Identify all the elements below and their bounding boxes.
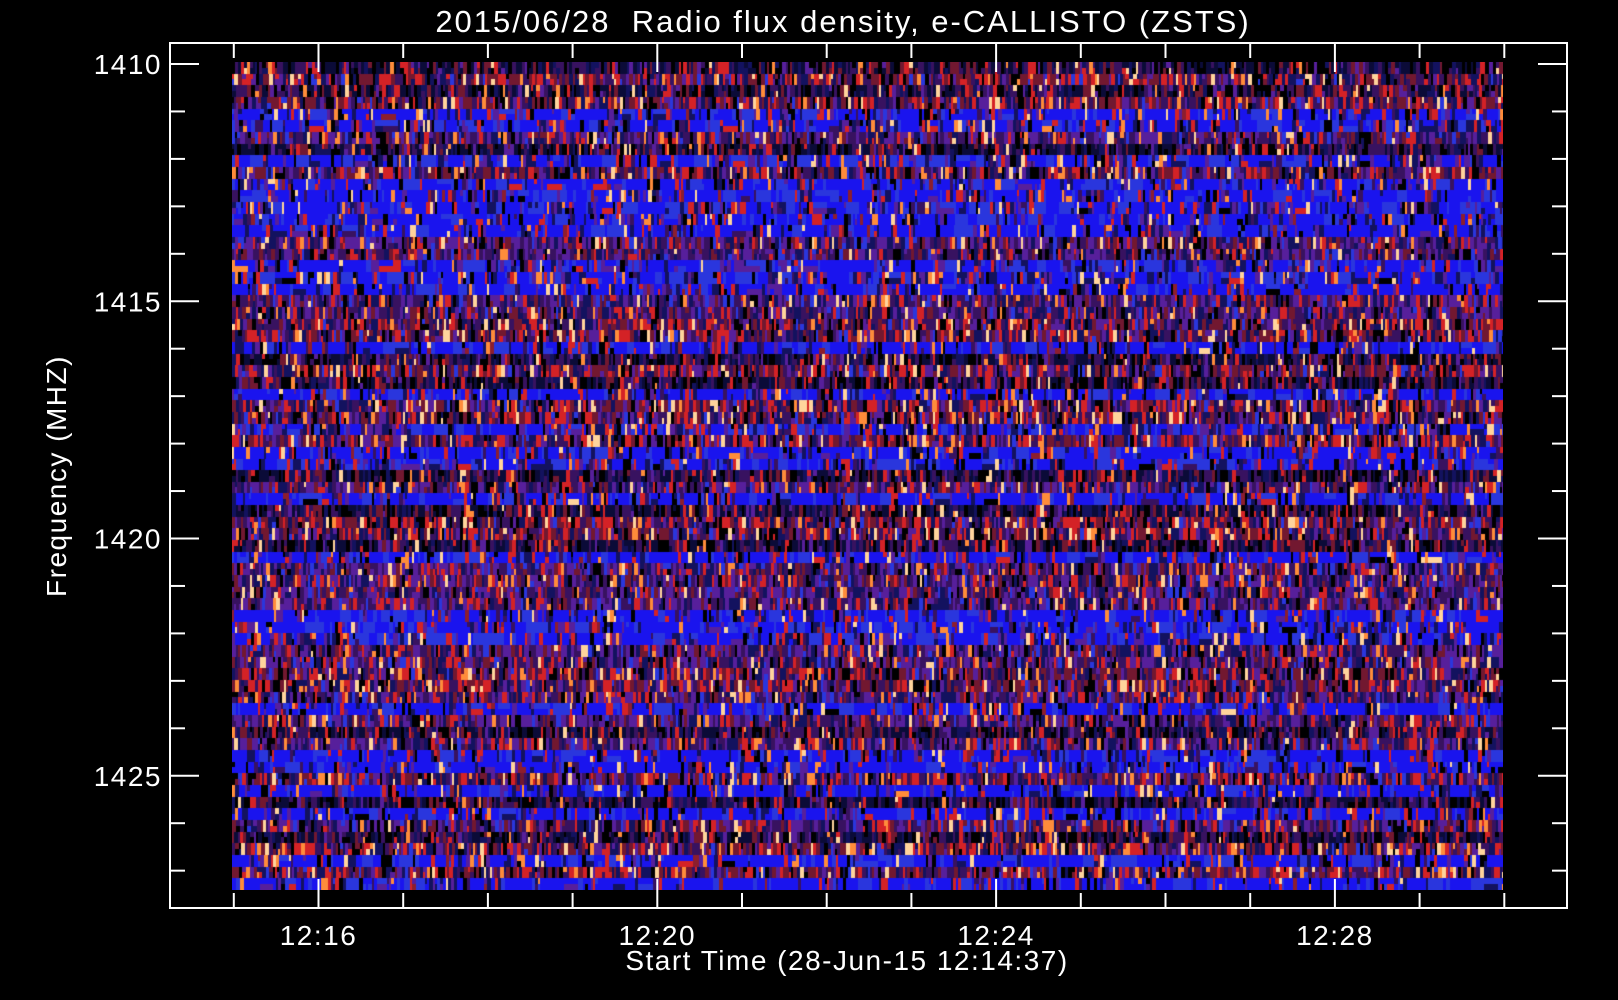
x-tick-label: 12:24 bbox=[957, 920, 1035, 951]
x-axis-title: Start Time (28-Jun-15 12:14:37) bbox=[625, 945, 1069, 976]
y-tick-label: 1420 bbox=[94, 524, 162, 555]
x-tick-label: 12:16 bbox=[280, 920, 358, 951]
y-axis-title: Frequency (MHZ) bbox=[41, 355, 72, 597]
x-tick-label: 12:28 bbox=[1296, 920, 1374, 951]
y-tick-label: 1410 bbox=[94, 49, 162, 80]
spectrogram-heatmap bbox=[232, 62, 1503, 890]
chart-title: 2015/06/28 Radio flux density, e-CALLIST… bbox=[435, 4, 1251, 39]
y-tick-label: 1425 bbox=[94, 761, 162, 792]
y-tick-label: 1415 bbox=[94, 286, 162, 317]
plot-frame bbox=[169, 42, 1568, 909]
x-tick-label: 12:20 bbox=[619, 920, 697, 951]
